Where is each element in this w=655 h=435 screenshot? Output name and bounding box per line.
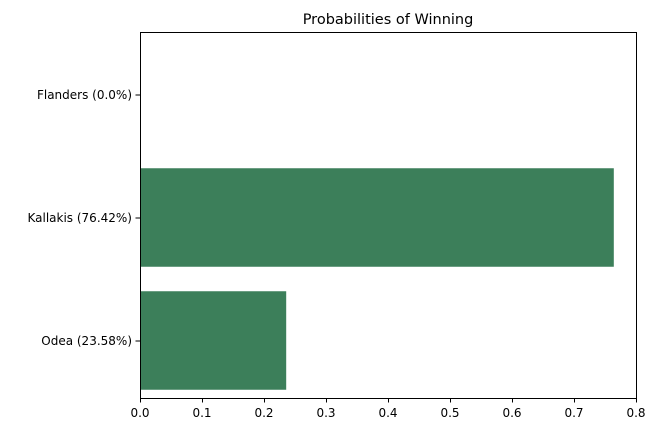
x-tick-label: 0.5 — [440, 406, 459, 420]
bar — [140, 291, 287, 390]
y-tick-label: Odea (23.58%) — [41, 334, 132, 348]
x-tick-label: 0.1 — [192, 406, 211, 420]
x-tick-label: 0.6 — [502, 406, 521, 420]
x-tick-label: 0.2 — [254, 406, 273, 420]
x-tick-label: 0.7 — [564, 406, 583, 420]
y-axis: Flanders (0.0%) Kallakis (76.42%) Odea (23… — [27, 88, 140, 348]
bar — [140, 168, 614, 267]
x-tick-label: 0.0 — [130, 406, 149, 420]
x-tick-label: 0.3 — [316, 406, 335, 420]
y-tick-label: Kallakis (76.42%) — [27, 211, 132, 225]
y-tick-label: Flanders (0.0%) — [37, 88, 132, 102]
chart-title: Probabilities of Winning — [303, 12, 474, 28]
x-axis: 0.0 0.1 0.2 0.3 0.4 0.5 0.6 0.7 0.8 — [130, 398, 646, 420]
x-tick-label: 0.8 — [626, 406, 645, 420]
x-tick-label: 0.4 — [378, 406, 397, 420]
bars-layer — [140, 168, 614, 390]
